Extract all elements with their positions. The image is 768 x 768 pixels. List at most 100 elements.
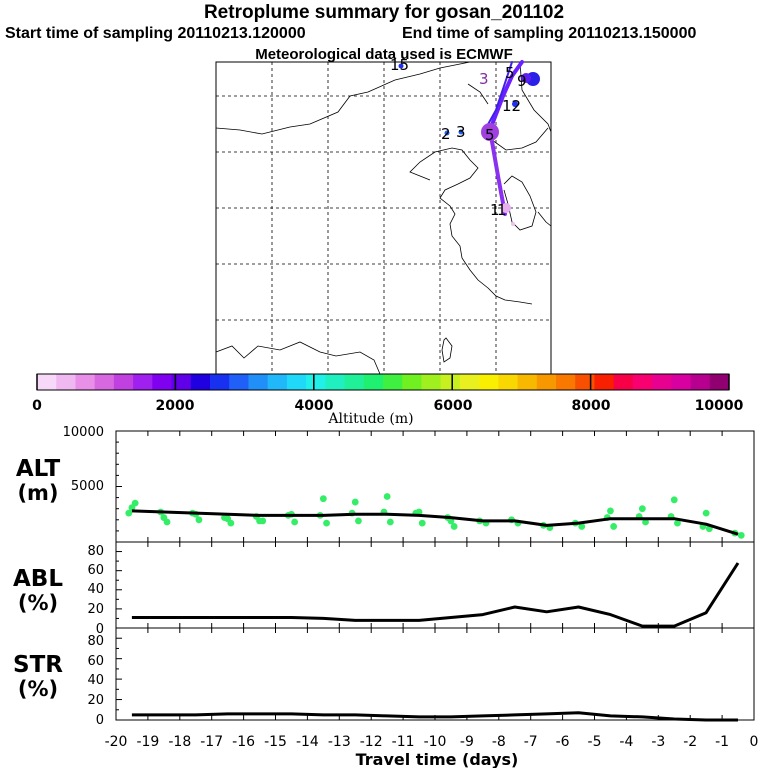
day-label: 2 — [441, 125, 451, 143]
str-panel-frame — [115, 627, 755, 721]
x-tick-labels: -20 -19 -18 -17 -16 -15 -14 -13 -12 -11 -10 -9 -8 -7-… — [105, 734, 759, 750]
trajectory-markers — [398, 63, 540, 226]
str-series-line — [131, 711, 738, 722]
colorbar-swatch — [709, 374, 730, 390]
colorbar-swatch — [671, 374, 692, 390]
x-tick-label: -15 — [264, 734, 287, 750]
alt-scatter-point — [125, 509, 133, 517]
alt-scatter-point — [415, 508, 423, 516]
day-label: 15 — [390, 56, 409, 74]
alt-axis-label: ALT — [16, 456, 61, 482]
colorbar-swatch — [229, 374, 249, 390]
alt-axis-unit: (m) — [17, 481, 58, 505]
abl-ytick-label: 80 — [87, 544, 104, 559]
colorbar-swatch — [248, 374, 269, 390]
day-label: 1 — [497, 201, 507, 219]
abl-axis-label: ABL — [13, 566, 63, 592]
x-tick-label: -16 — [232, 734, 255, 750]
x-tick-label: -19 — [136, 734, 159, 750]
altitude-colorbar — [36, 373, 730, 391]
alt-panel-frame — [115, 430, 755, 543]
colorbar-swatch — [498, 374, 519, 390]
colorbar-swatch — [210, 374, 230, 390]
alt-scatter-point — [355, 517, 362, 525]
x-tick-label: -7 — [524, 734, 538, 750]
alt-scatter-point — [256, 517, 263, 525]
colorbar-swatch — [152, 374, 173, 390]
colorbar-swatch — [56, 374, 76, 390]
colorbar-swatch — [556, 374, 576, 390]
colorbar-swatch — [133, 374, 153, 390]
met-data-label: Meteorological data used is ECMWF — [255, 46, 513, 63]
colorbar-swatch — [517, 374, 538, 390]
x-tick-label: 0 — [750, 734, 759, 750]
alt-scatter-point — [642, 518, 649, 526]
abl-ytick-label: 20 — [87, 602, 104, 617]
abl-ytick-label: 60 — [87, 563, 104, 578]
x-tick-label: -3 — [651, 734, 665, 750]
colorbar-swatch — [479, 374, 499, 390]
x-tick-label: -5 — [588, 734, 602, 750]
colorbar-tick-label: 10000 — [695, 398, 744, 414]
colorbar-tick-label: 2000 — [156, 398, 195, 414]
chart-title: Retroplume summary for gosan_201102 — [203, 2, 565, 23]
alt-scatter-point — [737, 531, 745, 539]
colorbar-swatch — [440, 374, 461, 390]
str-ytick-label: 20 — [87, 693, 104, 708]
colorbar-tick-label: 8000 — [572, 398, 611, 414]
str-ytick-label: 80 — [87, 634, 104, 649]
colorbar-swatch — [459, 374, 480, 390]
alt-scatter-point — [291, 518, 299, 526]
colorbar-swatch — [171, 374, 192, 390]
x-tick-label: -10 — [424, 734, 447, 750]
x-tick-label: -13 — [328, 734, 351, 750]
alt-scatter-point — [610, 523, 618, 530]
colorbar-tick-label: 4000 — [295, 398, 334, 414]
colorbar-title: Altitude (m) — [327, 411, 413, 427]
alt-scatter-point — [670, 496, 678, 504]
alt-ytick-label: 10000 — [63, 425, 104, 440]
colorbar-swatch — [383, 374, 403, 390]
str-ytick-label: 40 — [87, 673, 104, 688]
alt-scatter-point — [578, 523, 586, 530]
colorbar-tick-label: 6000 — [434, 398, 473, 414]
x-tick-label: -1 — [715, 734, 729, 750]
alt-scatter-point — [323, 519, 330, 527]
x-tick-label: -18 — [168, 734, 191, 750]
day-label: 5 — [485, 126, 495, 144]
colorbar-swatch — [363, 374, 384, 390]
coastlines — [215, 61, 552, 375]
x-tick-label: -8 — [492, 734, 506, 750]
colorbar-tick-labels: 0 2000 4000 6000 8000 10000 — [32, 398, 743, 414]
colorbar-swatch — [325, 374, 346, 390]
alt-scatter-point — [351, 498, 359, 506]
day-label: 1 — [490, 201, 500, 219]
colorbar-swatch — [37, 374, 57, 390]
alt-scatter-point — [319, 495, 327, 503]
time-series-plots — [115, 430, 755, 722]
abl-series-line — [131, 562, 740, 628]
colorbar-swatch — [536, 374, 557, 390]
alt-scatter-point — [607, 507, 614, 515]
x-axis-title: Travel time (days) — [356, 750, 519, 768]
colorbar-swatch — [306, 374, 326, 390]
alt-scatter-point — [386, 518, 394, 526]
abl-ytick-label: 0 — [96, 622, 104, 637]
abl-axis-unit: (%) — [18, 591, 58, 615]
x-tick-label: -4 — [619, 734, 633, 750]
colorbar-swatch — [421, 374, 442, 390]
day-label: 9 — [517, 72, 527, 90]
alt-series-line — [131, 509, 739, 536]
alt-scatter-point — [160, 514, 168, 521]
alt-scatter-point — [674, 519, 681, 527]
trajectory-paths — [485, 60, 524, 216]
alt-scatter-point — [702, 509, 710, 517]
colorbar-swatch — [402, 374, 422, 390]
colorbar-swatch — [94, 374, 115, 390]
trajectory-day-labels: 15 3 5 9 12 2 3 5 1 1 — [390, 56, 527, 219]
colorbar-swatch — [594, 374, 615, 390]
colorbar-swatch — [75, 374, 96, 390]
end-time-label: End time of sampling 20110213.150000 — [402, 25, 697, 42]
alt-scatter-point — [638, 505, 646, 513]
